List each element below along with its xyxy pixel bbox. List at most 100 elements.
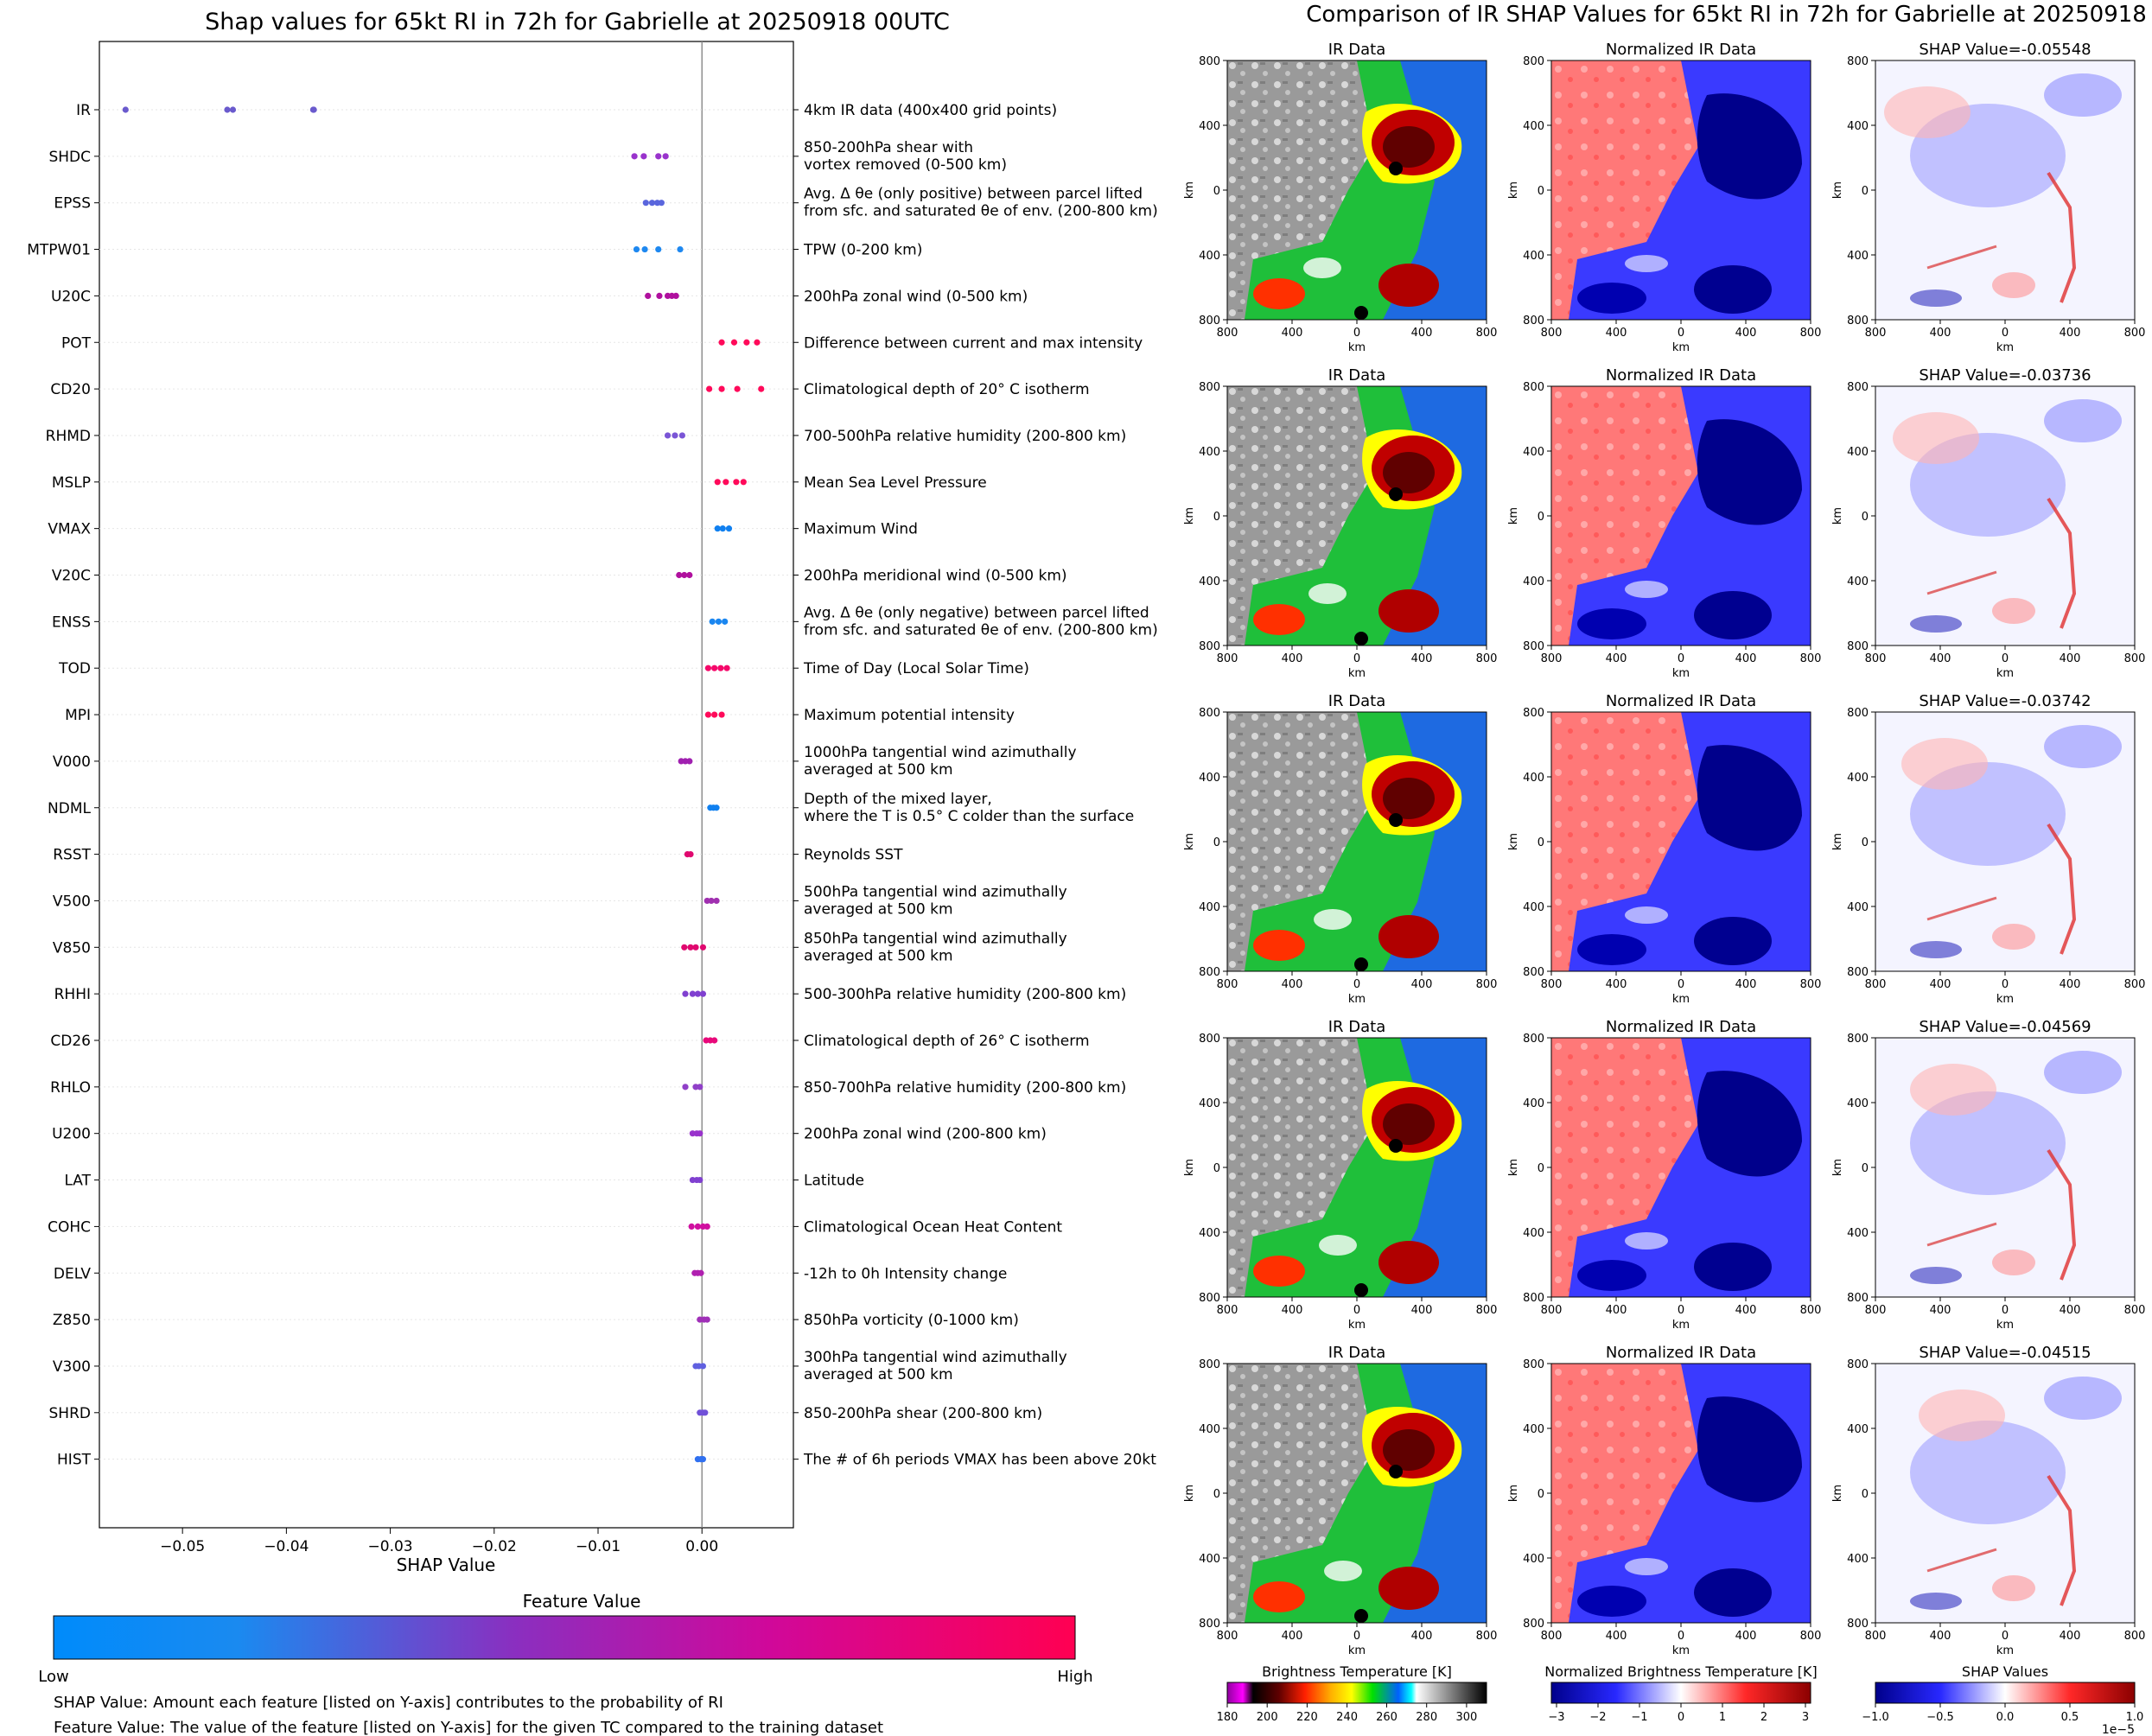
panel-title: IR Data (1328, 1344, 1386, 1362)
panel-y-tick: 400 (1847, 772, 1869, 785)
panel-x-label: km (1672, 1644, 1690, 1657)
panel-y-tick: 400 (1523, 120, 1544, 133)
panel-x-label: km (1996, 993, 2014, 1006)
feature-label-cd26: CD26 (50, 1033, 91, 1050)
comparison-title: Comparison of IR SHAP Values for 65kt RI… (1306, 2, 2152, 28)
panel-x-tick: 400 (1735, 978, 1757, 991)
feature-label-rhmd: RHMD (46, 428, 91, 445)
feature-label-v300: V300 (53, 1358, 91, 1376)
shap-point-z850 (704, 1316, 710, 1323)
feature-label-ndml: NDML (48, 800, 91, 817)
feature-label-tod: TOD (58, 660, 91, 677)
panel-x-tick: 800 (1800, 978, 1822, 991)
panel-title: Normalized IR Data (1606, 1018, 1756, 1036)
panel-x-tick: 800 (1865, 1304, 1887, 1317)
panel-x-label: km (1348, 1644, 1366, 1657)
panel-y-tick: 800 (1847, 381, 1869, 394)
feature-label-mslp: MSLP (52, 474, 91, 492)
panel-y-label: km (1831, 1485, 1844, 1502)
panel-y-tick: 400 (1523, 772, 1544, 785)
panel-x-label: km (1672, 1319, 1690, 1332)
panel-x-tick: 400 (1606, 327, 1627, 340)
feature-description: Climatological Ocean Heat Content (804, 1218, 1062, 1236)
panel-y-tick: 800 (1199, 640, 1220, 653)
feature-description: 200hPa zonal wind (0-500 km) (804, 288, 1028, 305)
shap-point-tod (704, 665, 712, 671)
colorbar-tick: 3 (1802, 1711, 1809, 1724)
panel-x-tick: 800 (1865, 978, 1887, 991)
shap-point-mpi (718, 711, 725, 718)
feature-label-v20c: V20C (52, 568, 91, 585)
panel-y-tick: 800 (1199, 55, 1220, 68)
panel-x-tick: 0 (1353, 978, 1360, 991)
normalized-colorbar-title: Normalized Brightness Temperature [K] (1544, 1663, 1818, 1680)
panel-x-tick: 800 (1800, 1630, 1822, 1643)
panel-y-tick: 800 (1847, 55, 1869, 68)
shap-point-rhmd (672, 432, 678, 439)
normalized-ir-panel: Normalized IR Data8008004004000040040080… (1507, 41, 1821, 354)
panel-x-label: km (1348, 667, 1366, 680)
shap-map-panel: SHAP Value=-0.03736800800400400004004008… (1831, 366, 2145, 680)
colorbar-tick: 260 (1376, 1711, 1398, 1724)
panel-y-tick: 800 (1199, 1033, 1220, 1046)
feature-description: Latitude (804, 1173, 864, 1190)
colorbar-tick: 180 (1217, 1711, 1238, 1724)
shap-point-delv (697, 1269, 704, 1276)
shap-map-panel: SHAP Value=-0.04569800800400400004004008… (1831, 1018, 2145, 1332)
feature-description: 500-300hPa relative humidity (200-800 km… (804, 986, 1126, 1003)
shap-point-mslp (733, 479, 740, 486)
panel-x-tick: 400 (1411, 652, 1433, 665)
feature-description: averaged at 500 km (804, 1366, 953, 1383)
panel-y-tick: 0 (1862, 185, 1869, 198)
colorbar-tick: −2 (1589, 1711, 1606, 1724)
panel-x-tick: 400 (2060, 1630, 2081, 1643)
feature-label-cd20: CD20 (50, 381, 91, 398)
panel-y-tick: 800 (1199, 1618, 1220, 1631)
panel-y-label: km (1184, 507, 1196, 525)
panel-y-tick: 400 (1847, 1423, 1869, 1436)
shap-point-rhhi (682, 990, 689, 997)
ir-comparison-figure: Comparison of IR SHAP Values for 65kt RI… (1184, 2, 2152, 1736)
feature-description: where the T is 0.5° C colder than the su… (804, 808, 1134, 825)
colorbar-tick: 0 (1678, 1711, 1684, 1724)
feature-description: Avg. Δ θe (only negative) between parcel… (804, 604, 1149, 621)
panel-x-label: km (1672, 667, 1690, 680)
panel-x-label: km (1348, 341, 1366, 354)
feature-description: 500hPa tangential wind azimuthally (804, 883, 1067, 900)
panel-x-tick: 800 (1541, 1304, 1563, 1317)
feature-description: Mean Sea Level Pressure (804, 474, 987, 492)
shap-point-pot (743, 339, 750, 346)
panel-title: SHAP Value=-0.03742 (1919, 692, 2091, 710)
panel-x-tick: 800 (1800, 1304, 1822, 1317)
panel-y-tick: 400 (1199, 120, 1220, 133)
shap-map-panel: SHAP Value=-0.03742800800400400004004008… (1831, 692, 2145, 1006)
feature-description: 850-200hPa shear (200-800 km) (804, 1405, 1042, 1422)
feature-description: Maximum potential intensity (804, 707, 1015, 724)
shap-point-v20c (681, 571, 688, 579)
feature-description: averaged at 500 km (804, 947, 953, 964)
panel-y-tick: 800 (1523, 1358, 1544, 1371)
shap-point-ir (310, 106, 317, 113)
feature-label-enss: ENSS (52, 614, 91, 631)
normalized-ir-panel: Normalized IR Data8008004004000040040080… (1507, 692, 1821, 1006)
shap-map-panel: SHAP Value=-0.05548800800400400004004008… (1831, 41, 2145, 354)
panel-x-tick: 800 (1476, 1630, 1498, 1643)
shap-point-v500 (708, 897, 715, 905)
panel-x-tick: 0 (1678, 978, 1684, 991)
shap-point-ir (224, 106, 231, 113)
panel-y-tick: 400 (1199, 772, 1220, 785)
panel-x-tick: 0 (1678, 1304, 1684, 1317)
panel-x-tick: 400 (2060, 978, 2081, 991)
feature-label-shdc: SHDC (48, 149, 91, 166)
panel-y-tick: 400 (1847, 901, 1869, 914)
panel-y-label: km (1507, 833, 1520, 850)
shap-point-vmax (725, 525, 733, 532)
shap-point-shdc (640, 153, 647, 160)
shap-point-tod (717, 665, 724, 671)
panel-x-tick: 0 (2002, 327, 2009, 340)
panel-title: SHAP Value=-0.03736 (1919, 366, 2091, 385)
panel-x-tick: 400 (1411, 327, 1433, 340)
panel-x-tick: 800 (2124, 1630, 2146, 1643)
shap-point-cd20 (706, 385, 713, 392)
